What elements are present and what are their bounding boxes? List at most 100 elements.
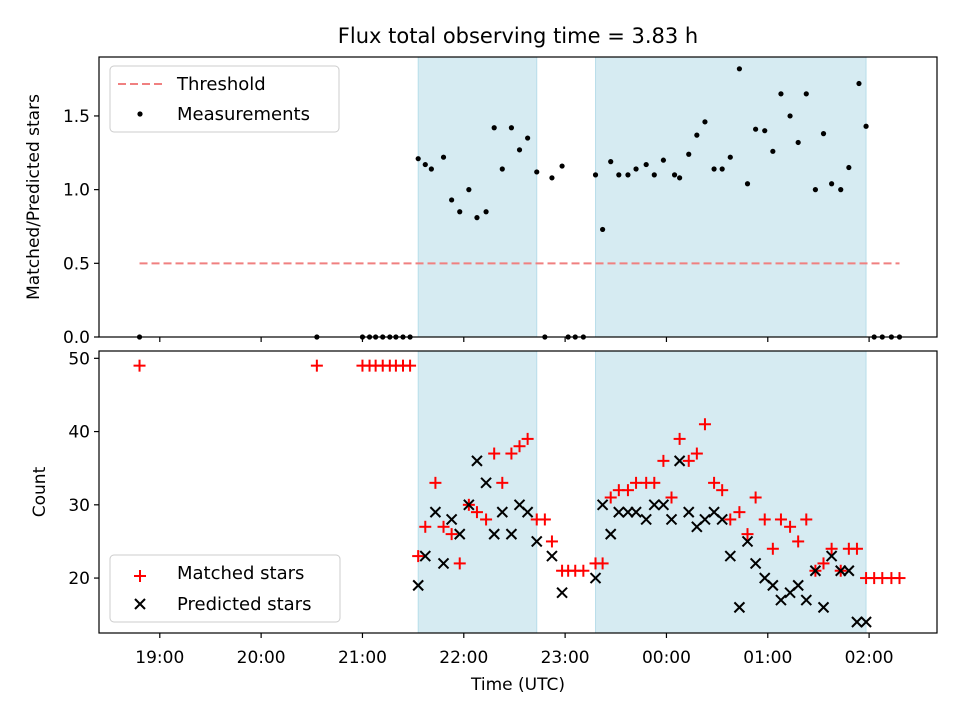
bottom-shaded-interval-1 xyxy=(417,350,538,634)
predicted-star-point xyxy=(825,550,838,562)
bottom-x-axis-ticks: 19:00 20:00 21:00 22:00 23:00 00:00 01:00 02:00 xyxy=(135,633,894,668)
predicted-star-point xyxy=(556,587,568,599)
top-y-axis-label: Matched/Predicted stars xyxy=(24,94,44,300)
measurement-point xyxy=(651,172,657,178)
matched-star-point xyxy=(690,447,703,460)
matched-star-point xyxy=(496,476,509,489)
measurement-point xyxy=(686,151,692,157)
predicted-star-point xyxy=(419,550,431,562)
measurement-point xyxy=(483,209,489,215)
matched-star-point xyxy=(698,418,711,431)
measurement-point xyxy=(491,125,497,131)
matched-star-point xyxy=(850,542,863,555)
bottom-shaded-interval-2 xyxy=(595,350,867,634)
measurement-point xyxy=(829,181,835,187)
predicted-star-point xyxy=(605,528,617,540)
predicted-star-point xyxy=(471,455,483,467)
measurement-point xyxy=(736,66,743,72)
matched-star-point xyxy=(741,528,754,541)
matched-star-point xyxy=(133,359,146,372)
matched-star-point xyxy=(749,491,762,504)
matched-star-point xyxy=(513,440,526,453)
measurement-point xyxy=(671,172,678,178)
matched-star-point xyxy=(708,476,721,489)
matched-star-point xyxy=(470,506,483,519)
predicted-star-point xyxy=(749,557,762,570)
measurement-point xyxy=(820,131,827,137)
predicted-star-point xyxy=(817,601,830,614)
matched-star-point xyxy=(404,359,417,372)
predicted-star-point xyxy=(630,506,642,518)
measurement-point xyxy=(415,156,421,162)
matched-star-point xyxy=(893,572,906,585)
measurement-point xyxy=(508,125,515,131)
matched-star-point xyxy=(577,564,590,577)
matched-star-point xyxy=(480,513,493,526)
predicted-star-point xyxy=(851,616,863,628)
predicted-star-point xyxy=(445,513,458,526)
measurement-point xyxy=(499,166,505,172)
measurement-point xyxy=(466,187,472,193)
measurement-point xyxy=(677,175,683,181)
legend-predicted-swatch xyxy=(134,598,146,610)
measurement-point xyxy=(744,181,751,187)
top-y-tick-label: 1.5 xyxy=(63,107,90,127)
matched-star-point xyxy=(792,535,805,548)
matched-star-point xyxy=(538,513,551,526)
matched-star-point xyxy=(673,432,686,445)
measurement-point xyxy=(846,164,852,171)
matched-star-point xyxy=(784,520,797,533)
legend-measurements-label: Measurements xyxy=(177,104,310,125)
predicted-star-point xyxy=(699,513,711,526)
matched-star-point xyxy=(545,535,558,548)
bottom-legend: Matched stars Predicted stars xyxy=(109,554,341,623)
bottom-y-tick-label: 50 xyxy=(68,349,90,369)
measurement-point xyxy=(762,128,768,134)
bottom-y-axis-label: Count xyxy=(30,466,50,517)
predicted-star-point xyxy=(648,499,660,511)
matched-star-point xyxy=(596,557,609,570)
measurement-point xyxy=(770,148,776,154)
measurement-point xyxy=(660,157,667,163)
measurement-point xyxy=(525,135,531,141)
top-y-tick-label: 0.5 xyxy=(63,254,90,274)
bottom-y-tick-label: 30 xyxy=(68,496,90,516)
measurement-point xyxy=(778,91,784,97)
bottom-x-tick-label: 02:00 xyxy=(845,648,894,668)
bottom-y-axis-ticks: 20 30 40 50 xyxy=(68,349,99,589)
matched-star-point xyxy=(604,491,617,504)
measurement-point xyxy=(449,197,455,203)
predicted-star-point xyxy=(640,513,652,526)
bottom-x-tick-label: 19:00 xyxy=(135,648,184,668)
bottom-axes-frame xyxy=(98,350,938,634)
predicted-star-point xyxy=(437,557,450,570)
top-legend: Threshold Measurements xyxy=(109,65,340,133)
measurement-point xyxy=(711,166,717,172)
measurement-point xyxy=(795,139,801,146)
matched-star-point xyxy=(453,557,466,570)
predicted-star-point xyxy=(546,550,558,562)
matched-star-point xyxy=(630,476,643,489)
measurement-point xyxy=(803,91,809,97)
matched-star-point xyxy=(429,476,442,489)
bottom-y-tick-label: 40 xyxy=(68,423,90,443)
measurement-point xyxy=(559,163,565,169)
bottom-shaded-intervals xyxy=(417,350,867,634)
measurement-point xyxy=(440,154,447,160)
measurement-point xyxy=(856,80,862,87)
bottom-x-tick-label: 21:00 xyxy=(338,648,387,668)
predicted-star-point xyxy=(521,506,534,518)
matched-star-point xyxy=(657,454,670,467)
predicted-star-point xyxy=(716,513,728,526)
measurement-point xyxy=(633,166,639,172)
predicted-star-point xyxy=(454,528,466,540)
matched-stars-series xyxy=(133,359,906,585)
measurement-point xyxy=(863,123,869,129)
bottom-x-tick-label: 01:00 xyxy=(743,648,792,668)
predicted-star-point xyxy=(724,550,736,562)
ratio-panel: 0.0 0.5 1.0 1.5 Matched/Predicted stars Thr… xyxy=(24,56,938,348)
bottom-x-tick-label: 22:00 xyxy=(439,648,488,668)
matched-star-point xyxy=(419,520,432,533)
matched-star-point xyxy=(766,542,779,555)
matched-star-point xyxy=(505,447,518,460)
